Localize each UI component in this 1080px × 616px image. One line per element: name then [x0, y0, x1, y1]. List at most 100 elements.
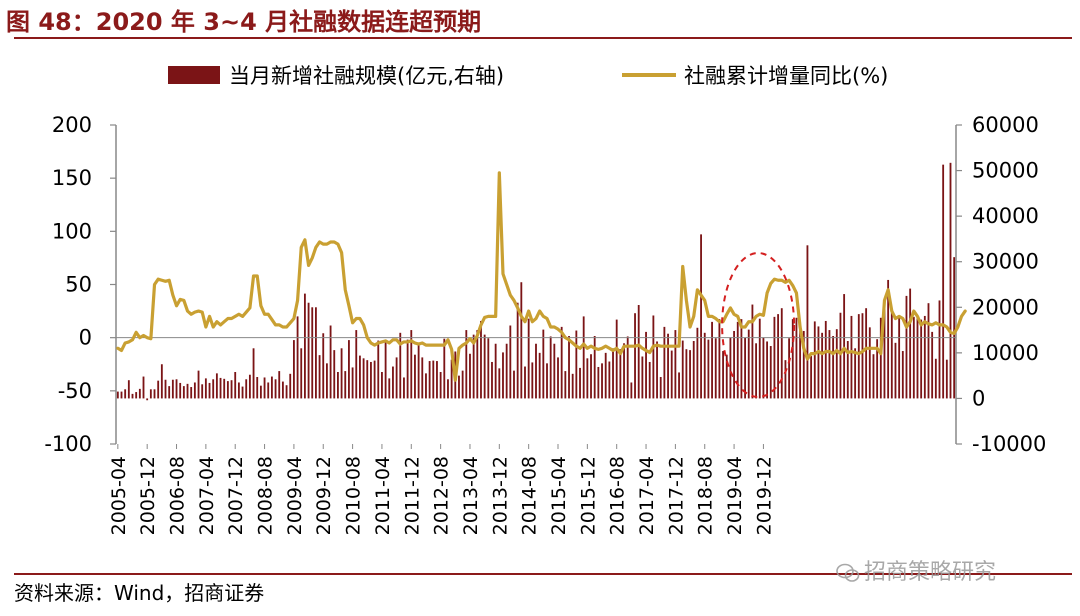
- bar: [667, 333, 669, 399]
- bar: [142, 376, 145, 399]
- bar: [865, 308, 868, 399]
- bar: [568, 336, 570, 399]
- bar: [656, 341, 658, 399]
- bar: [135, 392, 138, 399]
- bar: [281, 381, 284, 399]
- bar: [784, 360, 787, 399]
- left-tick-label: 150: [52, 166, 92, 190]
- bar: [230, 380, 233, 399]
- bar: [263, 377, 266, 399]
- bar: [366, 360, 369, 399]
- x-tick-label: 2018-08: [695, 456, 717, 535]
- bar: [296, 316, 299, 399]
- bar: [670, 350, 673, 399]
- bar: [241, 386, 244, 399]
- bar: [237, 382, 240, 399]
- bar: [953, 257, 956, 399]
- bar: [912, 316, 915, 399]
- bar: [909, 288, 912, 399]
- bar: [549, 336, 552, 399]
- bar: [212, 379, 215, 399]
- bar: [927, 303, 930, 399]
- bar: [758, 318, 761, 399]
- bar: [883, 303, 886, 399]
- bar: [443, 338, 446, 399]
- figure-title: 图 48：2020 年 3~4 月社融数据连超预期: [6, 8, 482, 36]
- watermark: 招商策略研究: [836, 554, 996, 586]
- bar: [645, 331, 647, 399]
- bar: [553, 343, 556, 399]
- x-tick-label: 2019-12: [753, 456, 775, 535]
- bar: [406, 339, 409, 399]
- x-tick-label: 2007-04: [196, 456, 218, 535]
- bar: [689, 350, 691, 399]
- bar: [392, 366, 394, 399]
- bar: [641, 356, 644, 399]
- bar: [623, 343, 625, 399]
- bar: [564, 371, 567, 399]
- bar: [403, 377, 405, 399]
- bar: [773, 316, 776, 399]
- highlight-ellipse: [721, 252, 796, 398]
- bar: [208, 382, 211, 399]
- bar: [131, 393, 134, 399]
- bar: [461, 370, 464, 399]
- bar: [494, 343, 497, 399]
- bar: [659, 377, 662, 399]
- bar: [219, 377, 222, 399]
- bar: [920, 319, 923, 399]
- right-tick-label: 0: [972, 386, 985, 410]
- bar: [601, 363, 603, 399]
- bar: [557, 357, 559, 399]
- bar: [813, 321, 816, 399]
- bar: [740, 319, 743, 399]
- bar: [285, 385, 288, 399]
- bar: [714, 338, 717, 399]
- bar: [505, 343, 508, 399]
- bar: [780, 308, 783, 399]
- bar: [821, 332, 824, 399]
- bar: [274, 379, 277, 399]
- bar: [832, 336, 835, 399]
- bar: [491, 361, 493, 399]
- bar: [311, 307, 314, 399]
- bar: [612, 348, 614, 399]
- left-tick-label: 50: [65, 273, 92, 297]
- bar: [428, 361, 431, 399]
- left-tick-label: -100: [44, 432, 92, 456]
- bar: [410, 330, 413, 399]
- bar: [861, 313, 864, 399]
- bar: [322, 333, 325, 399]
- source-note: 资料来源：Wind，招商证券: [14, 581, 265, 605]
- bar: [498, 368, 501, 399]
- bar: [234, 372, 237, 399]
- bar: [355, 330, 358, 399]
- bar: [465, 330, 468, 399]
- bar: [388, 378, 391, 399]
- bar: [175, 379, 178, 399]
- bar: [179, 382, 182, 399]
- x-tick-label: 2016-08: [607, 456, 629, 535]
- right-tick-label: 50000: [972, 159, 1039, 183]
- left-tick-label: 0: [79, 326, 92, 350]
- left-tick-label: 200: [52, 113, 92, 137]
- bar: [872, 354, 875, 399]
- bar: [164, 379, 167, 399]
- bar: [604, 352, 607, 399]
- bar: [857, 314, 860, 399]
- x-tick-label: 2007-12: [225, 456, 247, 535]
- bar: [186, 383, 189, 399]
- bar: [223, 378, 226, 399]
- bar: [652, 315, 655, 399]
- bar: [674, 330, 677, 399]
- bar: [480, 320, 482, 399]
- bar: [292, 340, 295, 399]
- bar: [678, 372, 680, 399]
- bar: [736, 321, 739, 399]
- bar: [171, 379, 174, 399]
- bar: [326, 363, 328, 399]
- bar: [509, 325, 512, 399]
- bar: [879, 317, 882, 399]
- bar: [619, 349, 622, 399]
- bar: [608, 361, 611, 399]
